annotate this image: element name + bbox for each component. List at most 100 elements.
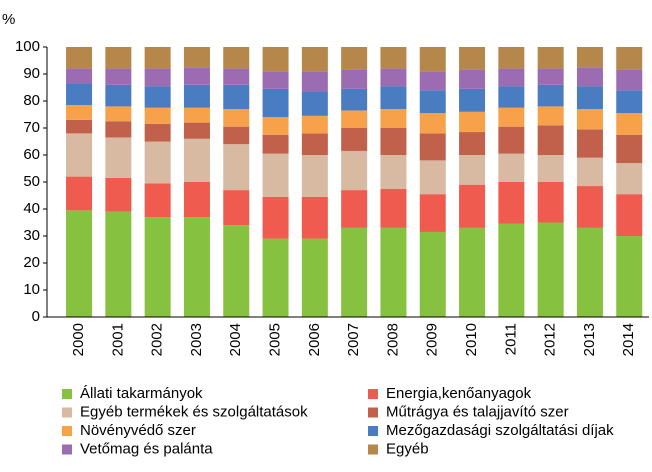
- bar-segment: [301, 196, 328, 239]
- bar-segment: [616, 134, 643, 164]
- bar-segment: [262, 71, 289, 89]
- y-tick-label: 80: [23, 92, 40, 109]
- bar-segment: [616, 113, 643, 135]
- bar-segment: [616, 90, 643, 114]
- bar-segment: [380, 155, 407, 189]
- bar-segment: [537, 68, 564, 85]
- bar-segment: [66, 176, 93, 211]
- x-tick-label: 2005: [267, 323, 284, 356]
- bar-segment: [105, 211, 132, 317]
- bar-segment: [576, 157, 603, 187]
- bar-segment: [380, 47, 407, 69]
- legend-label: Műtrágya és talajjavító szer: [386, 403, 569, 420]
- bar-segment: [105, 68, 132, 85]
- bar-segment: [380, 86, 407, 110]
- bar-segment: [616, 236, 643, 317]
- legend-swatch: [62, 389, 72, 399]
- bar-segment: [262, 117, 289, 135]
- bar-segment: [66, 47, 93, 69]
- legend-swatch: [368, 426, 378, 436]
- bar-segment: [105, 84, 132, 107]
- x-tick-label: 2006: [306, 323, 323, 356]
- bar-segment: [380, 109, 407, 128]
- y-tick-label: 90: [23, 65, 40, 82]
- bar-segment: [498, 86, 525, 108]
- legend-label: Állati takarmányok: [80, 385, 203, 402]
- bar-segment: [105, 106, 132, 122]
- bar-segment: [498, 153, 525, 182]
- legend-swatch: [62, 444, 72, 455]
- bar-segment: [576, 109, 603, 130]
- bar-segment: [419, 71, 446, 91]
- bar-segment: [223, 225, 250, 317]
- bar-segment: [419, 231, 446, 317]
- legend-label: Növényvédő szer: [80, 422, 196, 439]
- y-tick-label: 40: [23, 200, 40, 217]
- bar-segment: [66, 133, 93, 177]
- bar-segment: [223, 109, 250, 127]
- bar-segment: [419, 194, 446, 232]
- y-axis-label: %: [2, 11, 15, 28]
- bar-segment: [459, 88, 486, 112]
- bar-segment: [498, 68, 525, 87]
- bar-segment: [105, 121, 132, 138]
- bar-segment: [537, 222, 564, 317]
- bar-segment: [537, 47, 564, 69]
- bar-segment: [223, 68, 250, 85]
- bar-segment: [223, 144, 250, 191]
- bar-segment: [380, 128, 407, 155]
- bar-segment: [223, 190, 250, 226]
- legend-label: Vetőmag és palánta: [80, 440, 213, 457]
- bar-segment: [419, 133, 446, 161]
- bar-segment: [576, 47, 603, 68]
- bar-segment: [105, 47, 132, 69]
- bar-segment: [301, 115, 328, 134]
- bar-segment: [341, 150, 368, 191]
- bar-segment: [459, 184, 486, 228]
- bar-segment: [301, 155, 328, 197]
- bar-segment: [537, 125, 564, 155]
- bar-segment: [576, 67, 603, 87]
- bar-segment: [183, 217, 210, 317]
- bar-segment: [537, 84, 564, 107]
- bar-segment: [459, 227, 486, 317]
- bar-segment: [262, 88, 289, 118]
- bar-segment: [144, 217, 171, 317]
- x-tick-label: 2009: [424, 323, 441, 356]
- bar-segment: [616, 194, 643, 236]
- legend-label: Energia,kenőanyagok: [386, 385, 532, 402]
- bar-segment: [66, 210, 93, 317]
- bar-segment: [66, 105, 93, 120]
- bar-segment: [537, 106, 564, 126]
- bar-segment: [262, 196, 289, 239]
- bar-segment: [301, 133, 328, 155]
- bar-segment: [498, 47, 525, 69]
- bar-segment: [616, 47, 643, 70]
- x-tick-label: 2007: [345, 323, 362, 356]
- bar-segment: [419, 90, 446, 114]
- bar-segment: [144, 183, 171, 218]
- x-tick-label: 2014: [620, 323, 637, 356]
- bar-segment: [341, 110, 368, 128]
- bar-segment: [105, 137, 132, 178]
- bar-segment: [459, 47, 486, 70]
- bar-segment: [459, 111, 486, 133]
- bar-segment: [537, 182, 564, 223]
- legend-swatch: [368, 444, 378, 455]
- bar-segment: [380, 227, 407, 317]
- bar-segment: [183, 122, 210, 139]
- bar-segment: [183, 84, 210, 108]
- y-tick-label: 20: [23, 254, 40, 271]
- x-tick-label: 2010: [463, 323, 480, 356]
- y-tick-label: 0: [32, 308, 40, 325]
- bar-segment: [537, 155, 564, 182]
- x-tick-label: 2002: [149, 323, 166, 356]
- bar-segment: [144, 68, 171, 87]
- bar-segment: [341, 47, 368, 70]
- y-tick-label: 70: [23, 119, 40, 136]
- x-tick-label: 2000: [70, 323, 87, 356]
- legend-swatch: [62, 426, 72, 436]
- bar-segment: [576, 186, 603, 228]
- x-tick-label: 2003: [188, 323, 205, 356]
